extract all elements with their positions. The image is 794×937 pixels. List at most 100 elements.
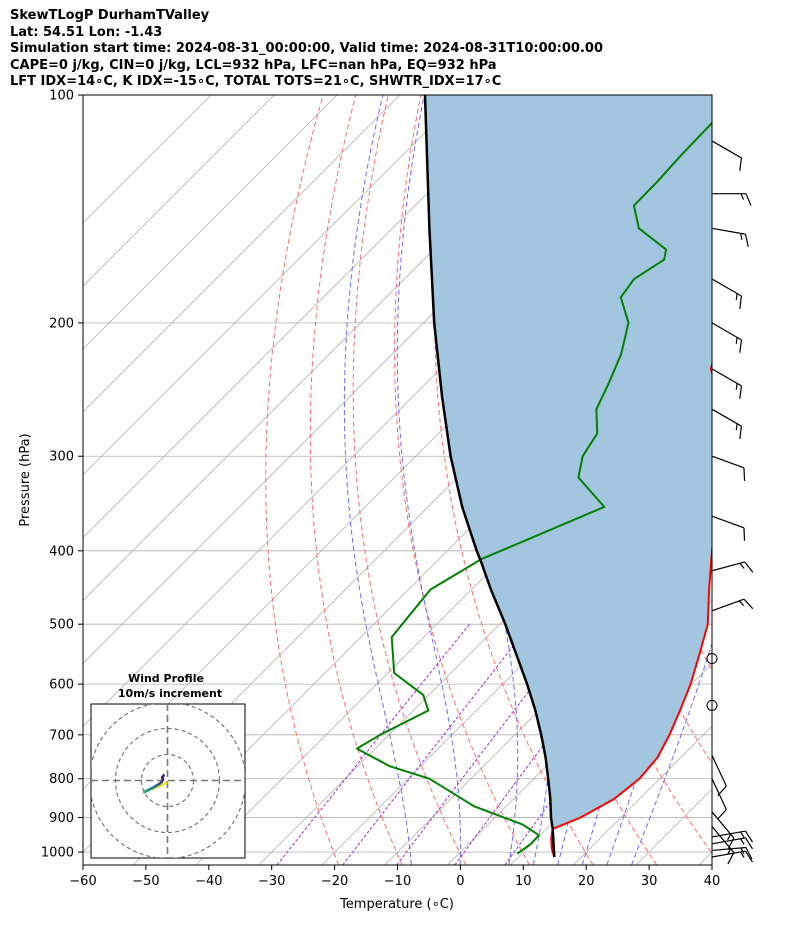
chart-title: SkewTLogP DurhamTValley bbox=[10, 8, 210, 23]
x-tick-label: 10 bbox=[515, 874, 532, 889]
barb-half bbox=[740, 193, 745, 200]
wind-barb bbox=[711, 278, 743, 309]
hodograph-segment bbox=[161, 774, 165, 779]
wind-barb bbox=[711, 830, 753, 843]
wind-barb bbox=[711, 561, 754, 573]
wind-barb bbox=[711, 778, 727, 820]
barb-full bbox=[743, 598, 754, 610]
dry-adiabat bbox=[265, 95, 340, 865]
moist-adiabat bbox=[630, 642, 712, 865]
barb-staff bbox=[711, 140, 742, 159]
isotherm-line bbox=[83, 95, 275, 287]
isotherm-line bbox=[83, 95, 463, 476]
dry-adiabat bbox=[746, 95, 794, 865]
barb-full bbox=[743, 467, 746, 481]
wind-barb bbox=[711, 850, 753, 863]
x-tick-label: −40 bbox=[195, 874, 222, 889]
wind-barb bbox=[711, 322, 743, 353]
x-tick-label: 30 bbox=[641, 874, 658, 889]
plot-data bbox=[355, 95, 712, 858]
barb-full bbox=[743, 527, 746, 541]
x-tick-label: 20 bbox=[578, 874, 595, 889]
x-tick-label: −10 bbox=[384, 874, 411, 889]
barb-half bbox=[735, 337, 738, 344]
dry-adiabat bbox=[714, 95, 794, 865]
parcel-line bbox=[423, 95, 556, 858]
calm-wind-circle bbox=[706, 699, 718, 711]
barb-staff bbox=[711, 515, 745, 529]
barb-full bbox=[717, 785, 727, 797]
barb-half bbox=[727, 833, 732, 841]
temperature-line bbox=[550, 360, 712, 858]
wind-barb bbox=[711, 227, 749, 248]
x-tick-label: −50 bbox=[132, 874, 159, 889]
y-tick-label: 700 bbox=[49, 728, 74, 743]
barb-staff bbox=[711, 455, 745, 469]
simulation-time: Simulation start time: 2024-08-31_00:00:… bbox=[10, 41, 603, 56]
y-tick-label: 400 bbox=[49, 544, 74, 559]
wind-barb bbox=[711, 846, 753, 860]
mixing-ratio-line bbox=[396, 623, 581, 865]
y-tick-label: 1000 bbox=[41, 846, 74, 861]
inset-plot bbox=[91, 704, 245, 858]
barb-staff bbox=[711, 561, 745, 572]
x-tick-label: −30 bbox=[258, 874, 285, 889]
barb-staff bbox=[711, 826, 735, 853]
isotherm-line bbox=[83, 95, 401, 413]
barb-staff bbox=[711, 811, 735, 839]
barb-staff bbox=[711, 846, 746, 852]
isotherm-line bbox=[698, 851, 712, 865]
wind-barb bbox=[711, 755, 727, 797]
barb-half bbox=[740, 838, 745, 845]
stability-indices: LFT IDX=14∘C, K IDX=-15∘C, TOTAL TOTS=21… bbox=[10, 74, 502, 89]
barb-full bbox=[745, 847, 753, 860]
wind-barb bbox=[711, 837, 753, 850]
y-tick-label: 900 bbox=[49, 811, 74, 826]
barb-staff bbox=[711, 837, 746, 845]
barb-full bbox=[739, 295, 743, 309]
isotherm-line bbox=[83, 95, 338, 350]
axes: −60 −50 −40 −30 −20 −10 0 10 20 30 40 1000 900 800 700… bbox=[41, 89, 720, 890]
dry-adiabat bbox=[309, 95, 403, 865]
wind-barb bbox=[711, 811, 735, 850]
barb-staff bbox=[711, 830, 746, 838]
barb-staff bbox=[711, 408, 742, 427]
x-tick-label: 0 bbox=[456, 874, 464, 889]
barb-full bbox=[744, 561, 754, 573]
dry-adiabat bbox=[779, 95, 794, 865]
y-axis-label: Pressure (hPa) bbox=[18, 433, 33, 526]
wind-profile-inset bbox=[90, 703, 246, 859]
barb-half bbox=[735, 383, 738, 390]
barb-full bbox=[727, 837, 735, 850]
y-tick-label: 300 bbox=[49, 450, 74, 465]
isotherm-line bbox=[762, 95, 794, 865]
barb-staff bbox=[711, 278, 742, 297]
barb-staff bbox=[711, 755, 727, 787]
barb-full bbox=[727, 852, 735, 865]
x-axis-label: Temperature (∘C) bbox=[339, 897, 454, 912]
barb-half bbox=[738, 600, 745, 607]
dry-adiabat bbox=[352, 95, 467, 865]
inset-title: Wind Profile bbox=[128, 672, 204, 685]
chart-header: SkewTLogP DurhamTValley Lat: 54.51 Lon: … bbox=[10, 8, 603, 91]
barb-full bbox=[744, 850, 753, 863]
wind-barb bbox=[711, 515, 746, 541]
dewpoint-line bbox=[355, 121, 712, 855]
barb-half bbox=[727, 848, 732, 855]
wind-barb bbox=[711, 826, 735, 865]
cape-cin-summary: CAPE=0 j/kg, CIN=0 j/kg, LCL=932 hPa, LF… bbox=[10, 57, 497, 73]
moist-adiabat bbox=[396, 95, 461, 865]
x-tick-label: −20 bbox=[321, 874, 348, 889]
barb-staff bbox=[711, 368, 742, 387]
x-tick-label: 40 bbox=[704, 874, 721, 889]
barb-half bbox=[739, 233, 743, 240]
barb-half bbox=[735, 293, 738, 301]
wind-barb bbox=[711, 140, 743, 171]
x-tick-label: −60 bbox=[69, 874, 96, 889]
inset-subtitle: 10m/s increment bbox=[118, 687, 222, 700]
wind-barb bbox=[712, 193, 752, 206]
wind-barb bbox=[711, 598, 754, 612]
mixing-ratio-line bbox=[276, 623, 470, 865]
wind-barb bbox=[711, 368, 743, 399]
